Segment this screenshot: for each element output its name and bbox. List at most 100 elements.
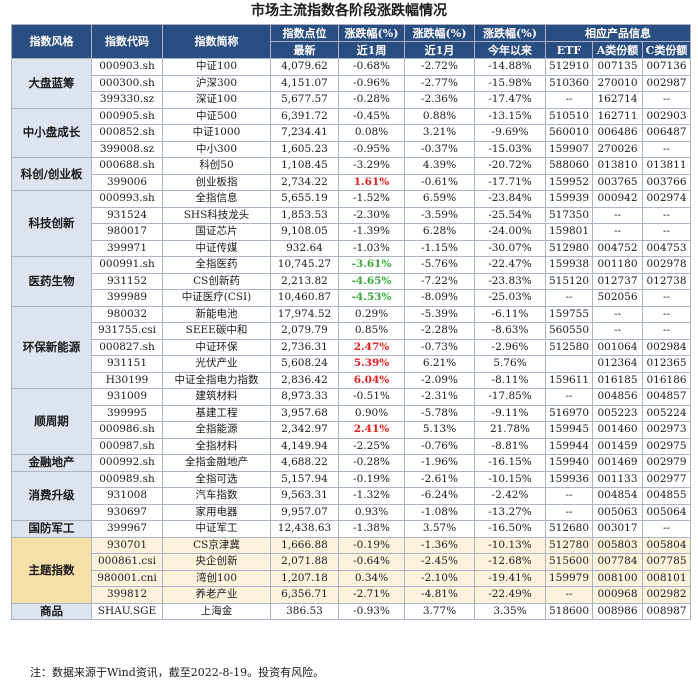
a-share-code: 004856 [592,388,643,406]
index-point: 4,079.62 [270,58,339,76]
a-share-code: 012737 [592,272,643,290]
index-code: 399812 [91,586,163,604]
index-code: 980032 [91,305,163,323]
change-month: 6.21% [404,355,475,373]
c-share-code: 002974 [641,190,692,208]
index-code: 000861.csi [91,553,163,571]
index-performance-table: 指数风格 指数代码 指数简称 指数点位 涨跌幅(%) 涨跌幅(%) 涨跌幅(%)… [11,24,692,620]
change-week: -2.71% [338,586,405,604]
header-a-share: A类份额 [592,41,643,59]
c-share-code: 012738 [641,272,692,290]
change-month: -2.45% [404,553,475,571]
change-month: -2.09% [404,371,475,389]
table-row: 000300.sh 沪深300 4,151.07 -0.96% -2.77% -15.98… [12,74,692,92]
change-month: -2.36% [404,91,475,109]
change-month: -1.96% [404,454,475,472]
c-share-code: 005224 [641,404,692,422]
c-share-code: 016186 [641,371,692,389]
group-label: 商品 [11,602,92,620]
a-share-code: 001180 [592,256,643,274]
index-name: 中证环保 [162,338,271,356]
etf-code: 588060 [545,157,593,175]
index-point: 6,356.71 [270,586,339,604]
change-week: 2.41% [338,421,405,439]
c-share-code: 013811 [641,157,692,175]
c-share-code: 004753 [641,239,692,257]
change-ytd: -13.15% [474,107,546,125]
a-share-code: 008100 [592,569,643,587]
change-week: 6.04% [338,371,405,389]
index-name: 国证芯片 [162,223,271,241]
index-point: 5,157.94 [270,470,339,488]
change-week: -1.38% [338,520,405,538]
index-code: 931152 [91,272,163,290]
change-week: -1.52% [338,190,405,208]
etf-code: 512980 [545,239,593,257]
index-point: 1,108.45 [270,157,339,175]
index-name: 上海金 [162,602,271,620]
change-week: 0.93% [338,503,405,521]
change-week: -1.39% [338,223,405,241]
index-point: 9,108.05 [270,223,339,241]
change-month: -6.24% [404,487,475,505]
table-row: 中小盘成长 000905.sh 中证500 6,391.72 -0.45% 0.88% -1… [11,107,692,158]
index-point: 8,973.33 [270,388,339,406]
c-share-code: -- [641,289,692,307]
a-share-code: 162711 [592,107,643,125]
table-row: 931152 CS创新药 2,213.82 -4.65% -7.22% -23.83% 51… [12,272,692,290]
header-ytd-bottom: 今年以来 [474,41,546,59]
index-point: 5,608.24 [270,355,339,373]
change-month: -2.61% [404,470,475,488]
etf-code: 159936 [545,470,593,488]
table-row: 科创/创业板 000688.sh 科创50 1,108.45 -3.29% 4.39% -2… [11,157,692,191]
index-name: SHS科技龙头 [162,206,271,224]
change-month: 3.21% [404,124,475,142]
a-share-code: 008986 [592,602,643,620]
header-week-top: 涨跌幅(%) [338,24,405,42]
table-row: 消费升级 000989.sh 全指可选 5,157.94 -0.19% -2.61% -10… [11,470,692,521]
change-ytd: -10.13% [474,536,546,554]
index-code: 399006 [91,173,163,191]
change-ytd: -17.71% [474,173,546,191]
change-ytd: -25.54% [474,206,546,224]
index-point: 7,234.41 [270,124,339,142]
index-name: 中证医疗(CSI) [162,289,271,307]
a-share-code: 005803 [592,536,643,554]
change-month: -5.39% [404,305,475,323]
index-point: 10,460.87 [270,289,339,307]
group-label: 顺周期 [11,388,92,455]
index-code: 931524 [91,206,163,224]
etf-code: 518600 [545,602,593,620]
index-code: 980001.cni [91,569,163,587]
index-code: 000991.sh [91,256,163,274]
etf-code: 159952 [545,173,593,191]
c-share-code: 004857 [641,388,692,406]
change-week: -4.65% [338,272,405,290]
change-month: 3.57% [404,520,475,538]
etf-code: 159940 [545,454,593,472]
table-row: 399971 中证传媒 932.64 -1.03% -1.15% -30.07% 51298… [12,239,692,257]
change-month: 0.88% [404,107,475,125]
c-share-code: 002984 [641,338,692,356]
change-month: -0.73% [404,338,475,356]
change-week: -0.64% [338,553,405,571]
table-row: 931151 光伏产业 5,608.24 5.39% 6.21% 5.76% 012364 0… [12,355,692,373]
a-share-code: 006486 [592,124,643,142]
a-share-code: -- [592,206,643,224]
a-share-code: 004854 [592,487,643,505]
change-month: -2.10% [404,569,475,587]
c-share-code: 005064 [641,503,692,521]
change-ytd: -16.50% [474,520,546,538]
a-share-code: 003765 [592,173,643,191]
group-label: 主题指数 [11,536,92,604]
change-month: -4.81% [404,586,475,604]
change-week: 0.34% [338,569,405,587]
table-row: 医药生物 000991.sh 全指医药 10,745.27 -3.61% -5.76% -2… [11,256,692,307]
change-month: -1.08% [404,503,475,521]
change-ytd: -8.81% [474,437,546,455]
header-products: 相应产品信息 [544,24,692,42]
change-week: 2.47% [338,338,405,356]
table-body: 大盘蓝筹 000903.sh 中证100 4,079.62 -0.68% -2.72% -1… [11,58,692,620]
index-code: 930701 [91,536,163,554]
index-name: 全指信息 [162,190,271,208]
